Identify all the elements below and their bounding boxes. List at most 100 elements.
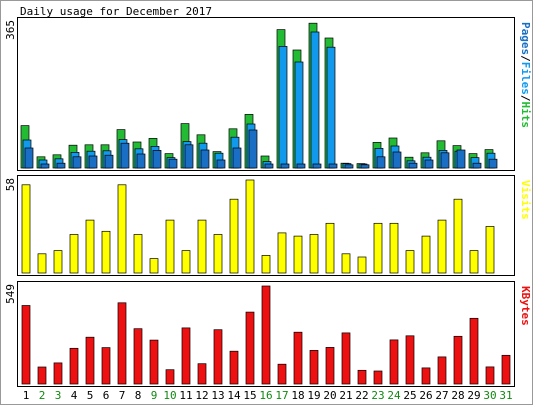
bar-pages-day-16 — [264, 163, 274, 169]
bar-pages-day-19 — [312, 163, 322, 169]
bar-visits-day-7 — [117, 184, 127, 274]
bar-kbytes-day-30 — [485, 366, 495, 385]
x-tick-label-day-4: 4 — [71, 389, 78, 402]
bar-files-day-19 — [310, 31, 320, 169]
bar-pages-day-24 — [392, 151, 402, 169]
bar-pages-day-28 — [456, 149, 466, 169]
panel-frame-visits — [17, 175, 515, 276]
legend-segment-usage-0: Pages — [519, 22, 532, 55]
bar-kbytes-day-3 — [53, 362, 63, 385]
bar-pages-day-10 — [168, 158, 178, 169]
bar-pages-day-29 — [472, 162, 482, 169]
bar-kbytes-day-14 — [229, 350, 239, 385]
bar-pages-day-26 — [424, 159, 434, 169]
bar-kbytes-day-25 — [405, 335, 415, 385]
x-tick-label-day-5: 5 — [87, 389, 94, 402]
x-tick-label-day-27: 27 — [435, 389, 448, 402]
bar-visits-day-15 — [245, 179, 255, 274]
bar-visits-day-23 — [373, 222, 383, 274]
x-tick-label-day-21: 21 — [339, 389, 352, 402]
x-tick-label-day-20: 20 — [323, 389, 336, 402]
x-tick-label-day-15: 15 — [243, 389, 256, 402]
bar-kbytes-day-16 — [261, 285, 271, 385]
bar-visits-day-9 — [149, 258, 159, 274]
bar-visits-day-1 — [21, 184, 31, 274]
bar-kbytes-day-15 — [245, 311, 255, 385]
chart-title: Daily usage for December 2017 — [20, 5, 212, 18]
legend-segment-usage-4: Hits — [519, 102, 532, 129]
bar-marks — [20, 22, 511, 385]
chart-text: Daily usage for December 2017 365 Pages/F… — [4, 5, 532, 402]
bar-kbytes-day-24 — [389, 339, 399, 385]
legend-segment-usage-2: Files — [519, 62, 532, 95]
bar-visits-day-18 — [293, 235, 303, 274]
x-tick-label-day-11: 11 — [179, 389, 192, 402]
bar-kbytes-day-26 — [421, 367, 431, 385]
bar-visits-day-29 — [469, 250, 479, 274]
legend-visits: Visits — [519, 180, 532, 220]
x-tick-label-day-29: 29 — [467, 389, 480, 402]
legend-usage: Pages/Files/Hits — [519, 22, 532, 128]
x-tick-label-day-18: 18 — [291, 389, 304, 402]
bar-visits-day-5 — [85, 219, 95, 274]
x-tick-label-day-28: 28 — [451, 389, 464, 402]
bar-visits-day-20 — [325, 222, 335, 274]
bar-pages-day-21 — [344, 164, 354, 169]
x-tick-label-day-17: 17 — [275, 389, 288, 402]
bar-kbytes-day-29 — [469, 317, 479, 385]
bar-visits-day-4 — [69, 234, 79, 274]
x-tick-label-day-3: 3 — [55, 389, 62, 402]
bar-pages-day-12 — [200, 149, 210, 169]
panel-frame-usage — [17, 17, 515, 171]
bar-kbytes-day-28 — [453, 335, 463, 385]
bar-visits-day-19 — [309, 234, 319, 274]
ymax-label-kbytes: 549 — [4, 284, 17, 304]
bar-kbytes-day-21 — [341, 332, 351, 385]
bar-visits-day-14 — [229, 198, 239, 274]
bar-kbytes-day-7 — [117, 302, 127, 385]
bar-pages-day-30 — [488, 158, 498, 169]
x-tick-label-day-30: 30 — [483, 389, 496, 402]
bar-pages-day-1 — [24, 147, 34, 169]
x-tick-label-day-13: 13 — [211, 389, 224, 402]
bar-pages-day-14 — [232, 147, 242, 169]
bar-pages-day-4 — [72, 156, 82, 169]
bar-pages-day-23 — [376, 156, 386, 169]
legend-kbytes: KBytes — [519, 286, 532, 326]
bar-visits-day-21 — [341, 253, 351, 274]
x-tick-label-day-16: 16 — [259, 389, 272, 402]
bar-pages-day-9 — [152, 150, 162, 169]
legend-segment-usage-3: / — [519, 95, 532, 102]
bar-pages-day-2 — [40, 163, 50, 169]
bar-visits-day-16 — [261, 255, 271, 274]
bar-kbytes-day-12 — [197, 363, 207, 385]
bar-pages-day-25 — [408, 162, 418, 169]
bar-visits-day-24 — [389, 222, 399, 274]
bar-visits-day-17 — [277, 232, 287, 274]
bar-kbytes-day-6 — [101, 347, 111, 385]
x-tick-label-day-19: 19 — [307, 389, 320, 402]
bar-visits-day-12 — [197, 219, 207, 274]
bar-pages-day-5 — [88, 155, 98, 169]
bar-visits-day-10 — [165, 219, 175, 274]
bar-visits-day-25 — [405, 250, 415, 274]
bar-kbytes-day-13 — [213, 329, 223, 385]
panel-frame-kbytes — [17, 281, 515, 387]
bar-pages-day-17 — [280, 163, 290, 169]
bar-pages-day-27 — [440, 152, 450, 169]
bar-visits-day-2 — [37, 253, 47, 274]
x-tick-label-day-9: 9 — [151, 389, 158, 402]
x-tick-label-day-12: 12 — [195, 389, 208, 402]
bar-kbytes-day-9 — [149, 339, 159, 385]
bar-visits-day-26 — [421, 235, 431, 274]
bar-pages-day-11 — [184, 144, 194, 169]
bar-pages-day-22 — [360, 164, 370, 169]
x-tick-label-day-24: 24 — [387, 389, 401, 402]
bar-kbytes-day-1 — [21, 305, 31, 385]
bar-kbytes-day-19 — [309, 350, 319, 385]
x-tick-label-day-26: 26 — [419, 389, 432, 402]
bar-pages-day-20 — [328, 163, 338, 169]
bar-kbytes-day-18 — [293, 331, 303, 385]
x-tick-label-day-23: 23 — [371, 389, 384, 402]
